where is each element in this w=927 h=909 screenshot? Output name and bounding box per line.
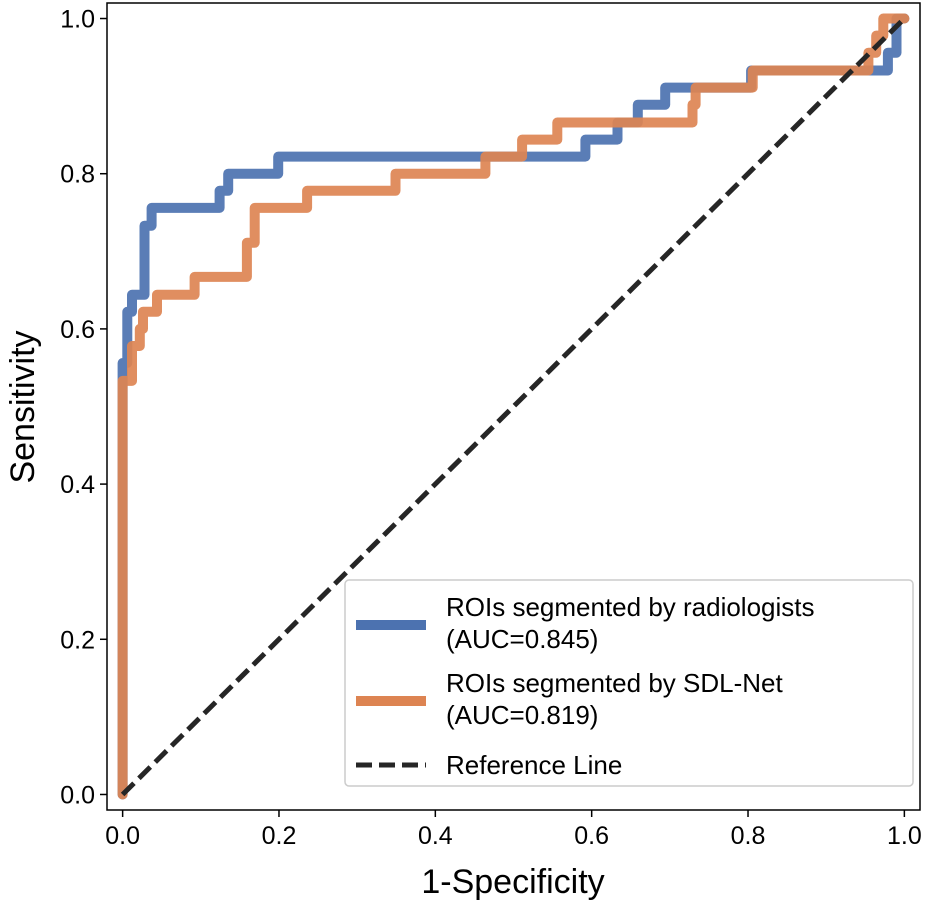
y-tick-label: 1.0 xyxy=(60,6,95,34)
legend-label-sdlnet: ROIs segmented by SDL-Net xyxy=(446,668,783,698)
x-tick-label: 0.6 xyxy=(574,822,609,850)
y-tick-label: 0.4 xyxy=(60,471,95,499)
legend-label-radiologists: ROIs segmented by radiologists xyxy=(446,592,815,622)
x-tick-label: 1.0 xyxy=(887,822,922,850)
y-tick-label: 0.8 xyxy=(60,161,95,189)
x-axis: 0.0 0.2 0.4 0.6 0.8 1.0 xyxy=(105,810,922,850)
legend-auc-sdlnet: (AUC=0.819) xyxy=(446,700,598,730)
legend: ROIs segmented by radiologists (AUC=0.84… xyxy=(344,579,914,787)
x-axis-label: 1-Specificity xyxy=(421,863,604,901)
y-tick-label: 0.0 xyxy=(60,781,95,809)
legend-auc-radiologists: (AUC=0.845) xyxy=(446,624,598,654)
axes-frame xyxy=(106,2,921,811)
roc-curve-sdlnet xyxy=(117,13,910,800)
y-axis-label: Sensitivity xyxy=(4,330,42,483)
x-tick-label: 0.4 xyxy=(418,822,453,850)
legend-label-reference: Reference Line xyxy=(446,750,622,780)
x-tick-label: 0.8 xyxy=(731,822,766,850)
plot-area xyxy=(117,13,910,800)
y-axis: 0.0 0.2 0.4 0.6 0.8 1.0 xyxy=(60,6,107,809)
x-tick-label: 0.2 xyxy=(262,822,297,850)
y-tick-label: 0.2 xyxy=(60,626,95,654)
x-tick-label: 0.0 xyxy=(105,822,140,850)
y-tick-label: 0.6 xyxy=(60,316,95,344)
legend-box xyxy=(344,579,914,787)
